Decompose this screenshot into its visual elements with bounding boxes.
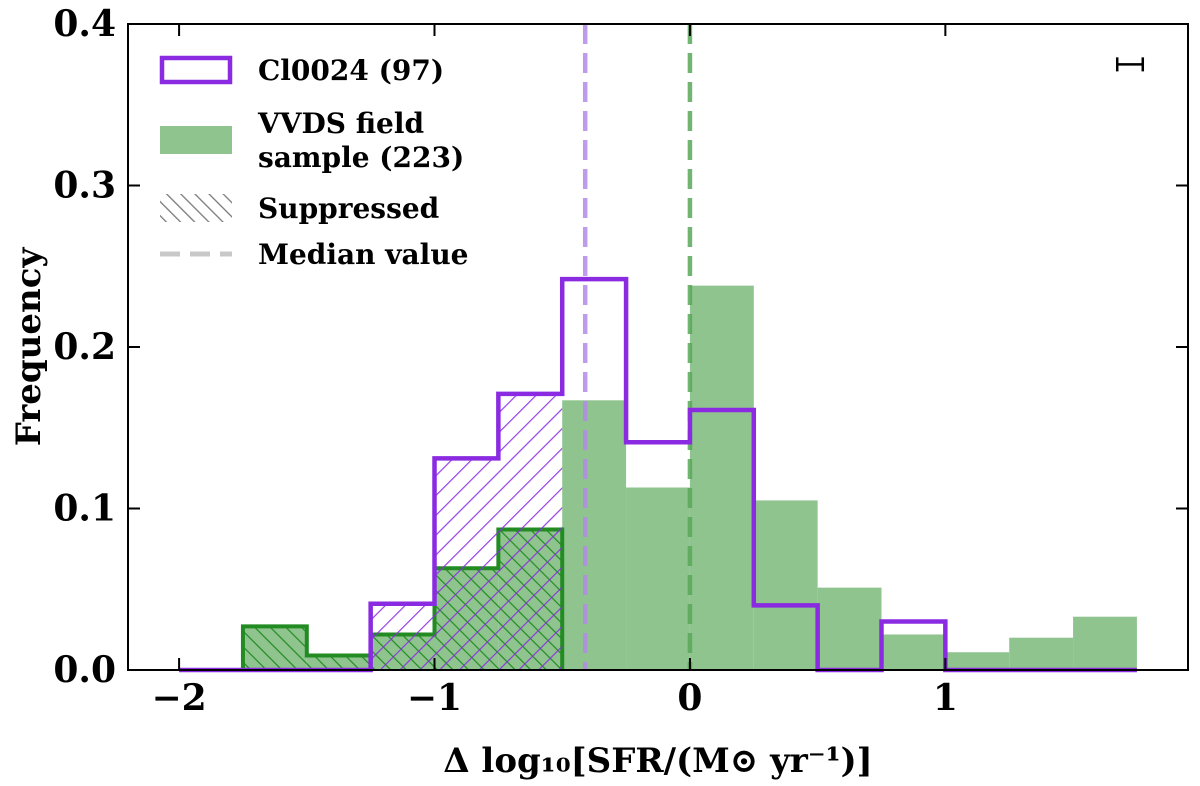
- vvds-bar: [626, 487, 690, 670]
- legend-label: Cl0024 (97): [258, 54, 444, 87]
- x-axis-label: Δ log₁₀[SFR/(M⊙ yr⁻¹)]: [443, 741, 873, 781]
- legend-label: Suppressed: [258, 192, 439, 225]
- cl0024-suppressed-bar: [498, 393, 563, 670]
- vvds-bar: [562, 400, 627, 670]
- cl0024-step: [179, 276, 1137, 673]
- cl0024-step-outline: [179, 276, 1137, 673]
- y-axis-label: Frequency: [9, 247, 49, 447]
- vvds-bar: [945, 652, 1010, 670]
- x-tick-label: 1: [933, 677, 958, 719]
- vvds-bar: [753, 500, 818, 670]
- x-tick-label: −1: [407, 677, 462, 719]
- cl0024-suppressed-bar: [370, 603, 435, 670]
- axes: −2 −1 0 1 0.0 0.1 0.2 0.3 0.4 Δ log₁₀[SFR/(M⊙ yr⁻…: [9, 3, 1189, 781]
- x-tick-label: 0: [677, 677, 702, 719]
- error-bar: [1115, 57, 1145, 72]
- y-tick-label: 0.1: [53, 488, 116, 530]
- legend-swatch-hatch: [160, 194, 232, 222]
- vvds-suppressed-bar: [306, 655, 371, 670]
- legend-label: VVDS field: [257, 107, 424, 140]
- x-tick-label: −2: [151, 677, 206, 719]
- vvds-bar: [1009, 637, 1074, 670]
- vvds-bar: [817, 587, 882, 670]
- legend-label: Median value: [258, 238, 469, 271]
- legend-swatch-filled: [160, 126, 232, 154]
- y-tick-label: 0.3: [53, 165, 116, 207]
- y-tick-label: 0.2: [53, 326, 116, 368]
- legend-swatch-step: [159, 55, 233, 85]
- y-tick-label: 0.4: [53, 3, 116, 45]
- vvds-suppressed-bar: [242, 626, 307, 670]
- cl0024-suppressed-bar: [434, 458, 499, 670]
- median-lines: [582, 24, 693, 670]
- vvds-bar: [1073, 616, 1137, 670]
- vvds-bar: [881, 634, 946, 670]
- vvds-bar: [689, 285, 754, 670]
- y-tick-label: 0.0: [53, 649, 116, 691]
- cl0024-suppressed-hatch: [370, 393, 563, 670]
- legend-label: sample (223): [258, 141, 464, 174]
